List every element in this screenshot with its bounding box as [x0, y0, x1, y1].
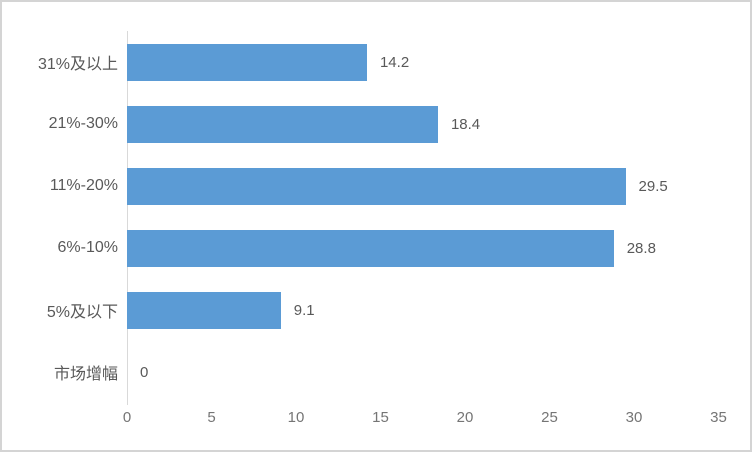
- bar-row: 6%-10% 28.8: [2, 217, 750, 279]
- category-axis-line: [127, 31, 128, 405]
- value-label: 14.2: [379, 53, 410, 71]
- value-label: 29.5: [638, 177, 668, 195]
- category-label: 21%-30%: [48, 115, 118, 132]
- x-axis-tick-label: 15: [372, 409, 389, 426]
- bar: [127, 291, 281, 329]
- x-axis-tick-label: 25: [541, 409, 558, 426]
- bar-row: 31%及以上 14.2: [2, 31, 750, 93]
- bar: [127, 43, 367, 81]
- value-label: 28.8: [626, 239, 656, 257]
- category-label: 31%及以上: [37, 56, 118, 73]
- value-label: 18.4: [450, 115, 481, 133]
- x-axis-tick-label: 0: [122, 409, 132, 426]
- category-label: 5%及以下: [46, 304, 118, 321]
- x-axis-tick-label: 35: [710, 409, 727, 426]
- bar-row: 5%及以下 9.1: [2, 279, 750, 341]
- bar-row: 21%-30% 18.4: [2, 93, 750, 155]
- x-axis-tick-label: 20: [456, 409, 474, 426]
- bar-row: 市场增幅 0: [2, 341, 750, 403]
- bar-row: 11%-20% 29.5: [2, 155, 750, 217]
- plot-area: 31%及以上 14.2 21%-30% 18.4 11%-20% 29.5 6%-10% 28…: [2, 31, 750, 403]
- value-label: 0: [140, 363, 149, 381]
- bar: [127, 105, 438, 143]
- category-label: 11%-20%: [49, 177, 118, 194]
- category-label: 6%-10%: [57, 239, 118, 256]
- x-axis-tick-label: 10: [287, 409, 305, 426]
- x-axis-tick-label: 5: [207, 409, 216, 426]
- x-axis-tick-labels: 0 5 10 15 20 25 30 35: [2, 409, 750, 433]
- value-label: 9.1: [293, 301, 315, 319]
- category-label: 市场增幅: [53, 366, 118, 383]
- bar: [127, 229, 614, 267]
- x-axis-tick-label: 30: [625, 409, 643, 426]
- bar: [127, 167, 626, 205]
